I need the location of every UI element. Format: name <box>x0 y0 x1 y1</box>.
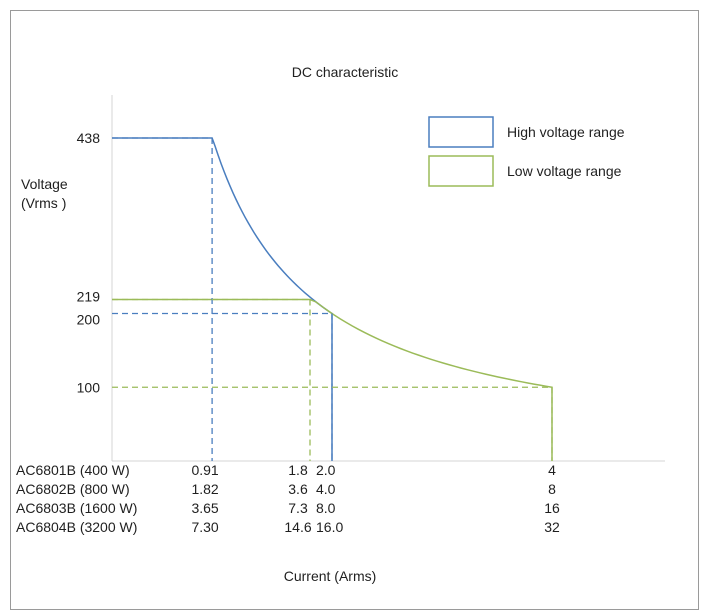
x-tick-label-3-3: 32 <box>544 519 560 535</box>
x-tick-label-3-2: 16.0 <box>316 519 343 535</box>
model-name-1: AC6802B (800 W) <box>16 481 130 497</box>
x-axis-label: Current (Arms) <box>284 568 377 584</box>
series-line-1 <box>112 298 553 461</box>
x-tick-label-3-0: 7.30 <box>191 519 218 535</box>
model-name-3: AC6804B (3200 W) <box>16 519 137 535</box>
x-tick-label-1-0: 1.82 <box>191 481 218 497</box>
x-tick-label-1-1: 3.6 <box>288 481 308 497</box>
dc-characteristic-chart: DC characteristic Voltage (Vrms ) Curren… <box>16 64 665 584</box>
model-name-2: AC6803B (1600 W) <box>16 500 137 516</box>
y-tick-label-2: 200 <box>77 312 101 328</box>
x-tick-label-0-0: 0.91 <box>191 462 218 478</box>
y-tick-label-0: 438 <box>77 130 101 146</box>
x-tick-label-2-0: 3.65 <box>191 500 218 516</box>
x-tick-label-2-1: 7.3 <box>288 500 308 516</box>
x-tick-label-3-1: 14.6 <box>284 519 311 535</box>
x-tick-label-1-3: 8 <box>548 481 556 497</box>
chart-title: DC characteristic <box>292 64 399 80</box>
y-tick-label-1: 219 <box>77 289 101 305</box>
x-tick-label-1-2: 4.0 <box>316 481 336 497</box>
legend-swatch-1 <box>428 155 494 187</box>
reference-lines-3 <box>112 386 553 461</box>
x-tick-label-2-3: 16 <box>544 500 560 516</box>
plot-area: 438 219 200 100 AC6801B (400 W) 0.91 1.8 2.0 4 AC… <box>16 95 665 535</box>
x-tick-label-0-3: 4 <box>548 462 556 478</box>
legend-swatch-0 <box>428 116 494 148</box>
y-axis-label-line2: (Vrms ) <box>21 195 66 211</box>
reference-lines-2 <box>112 298 311 461</box>
x-tick-label-0-1: 1.8 <box>288 462 308 478</box>
legend-label-1: Low voltage range <box>507 163 622 179</box>
model-name-0: AC6801B (400 W) <box>16 462 130 478</box>
x-tick-label-2-2: 8.0 <box>316 500 336 516</box>
y-tick-label-3: 100 <box>77 379 101 395</box>
y-axis-label-line1: Voltage <box>21 176 68 192</box>
x-tick-label-0-2: 2.0 <box>316 462 336 478</box>
legend-label-0: High voltage range <box>507 124 625 140</box>
